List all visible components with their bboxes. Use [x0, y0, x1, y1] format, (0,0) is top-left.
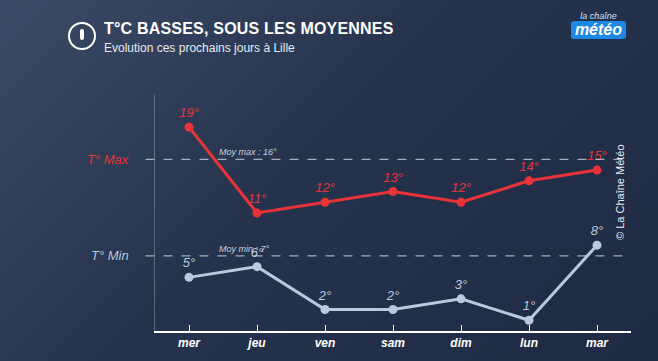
svg-text:14°: 14°: [519, 159, 539, 174]
html-text:Evolution ces prochains jours: Evolution ces prochains jours à Lille: [104, 41, 295, 55]
html-text:T°C BASSES, SOUS LES MOYENNES: T°C BASSES, SOUS LES MOYENNES: [104, 20, 394, 37]
svg-text:8°: 8°: [591, 223, 603, 238]
svg-text:2°: 2°: [318, 288, 331, 303]
svg-text:2°: 2°: [386, 288, 399, 303]
svg-text:ven: ven: [315, 336, 336, 350]
svg-text:13°: 13°: [383, 170, 403, 185]
svg-text:3°: 3°: [455, 277, 467, 292]
svg-text:jeu: jeu: [246, 336, 266, 350]
html-text:© La Chaîne Météo: © La Chaîne Météo: [614, 144, 627, 240]
svg-text:mer: mer: [178, 336, 201, 350]
svg-text:19°: 19°: [179, 105, 199, 120]
svg-text:sam: sam: [381, 336, 405, 350]
svg-text:T° Min: T° Min: [91, 248, 129, 263]
svg-text:Moy max : 16°: Moy max : 16°: [219, 147, 277, 157]
svg-text:15°: 15°: [587, 148, 607, 163]
svg-text:T° Max: T° Max: [87, 152, 129, 167]
svg-text:12°: 12°: [451, 180, 471, 195]
svg-text:5°: 5°: [183, 255, 195, 270]
svg-text:mar: mar: [586, 336, 609, 350]
html-text:météo: météo: [574, 21, 622, 38]
svg-text:6°: 6°: [251, 245, 263, 260]
svg-text:1°: 1°: [523, 298, 535, 313]
svg-text:dim: dim: [450, 336, 472, 350]
svg-text:lun: lun: [520, 336, 538, 350]
html-text:la chaîne: la chaîne: [580, 11, 617, 21]
svg-text:11°: 11°: [248, 191, 267, 206]
svg-text:Moy min : 7°: Moy min : 7°: [219, 244, 270, 254]
svg-text:12°: 12°: [315, 180, 335, 195]
